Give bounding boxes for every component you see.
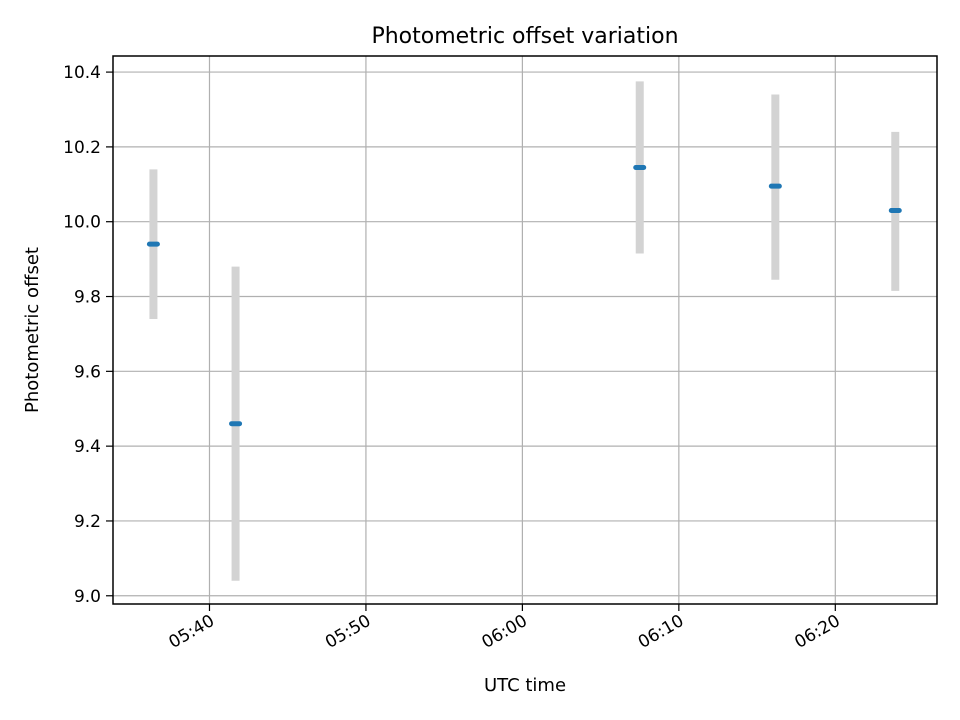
tick-layer: 05:40 05:50 06:00 06:10 06:20 9.0 9.2 9.4 9.6 9.8… xyxy=(63,63,844,653)
y-tick-label: 9.4 xyxy=(74,437,101,457)
y-tick-label: 9.0 xyxy=(74,587,101,607)
y-tick-label: 9.8 xyxy=(74,288,101,308)
grid-layer xyxy=(113,56,937,604)
y-tick-label: 10.2 xyxy=(63,138,101,158)
x-tick-label: 05:40 xyxy=(166,611,218,653)
y-tick-label: 9.6 xyxy=(74,362,101,382)
x-tick-label: 05:50 xyxy=(322,611,374,653)
x-tick-label: 06:10 xyxy=(635,611,687,653)
point-layer xyxy=(146,164,902,427)
y-axis-label: Photometric offset xyxy=(22,247,43,413)
chart-title: Photometric offset variation xyxy=(371,24,678,49)
x-tick-label: 06:00 xyxy=(478,611,530,653)
x-axis-label: UTC time xyxy=(484,675,566,696)
x-tick-label: 06:20 xyxy=(791,611,843,653)
plot-frame xyxy=(112,55,938,605)
y-tick-label: 9.2 xyxy=(74,512,101,532)
errorbar-layer xyxy=(149,81,900,581)
y-tick-label: 10.4 xyxy=(63,63,101,83)
y-tick-label: 10.0 xyxy=(63,213,101,233)
